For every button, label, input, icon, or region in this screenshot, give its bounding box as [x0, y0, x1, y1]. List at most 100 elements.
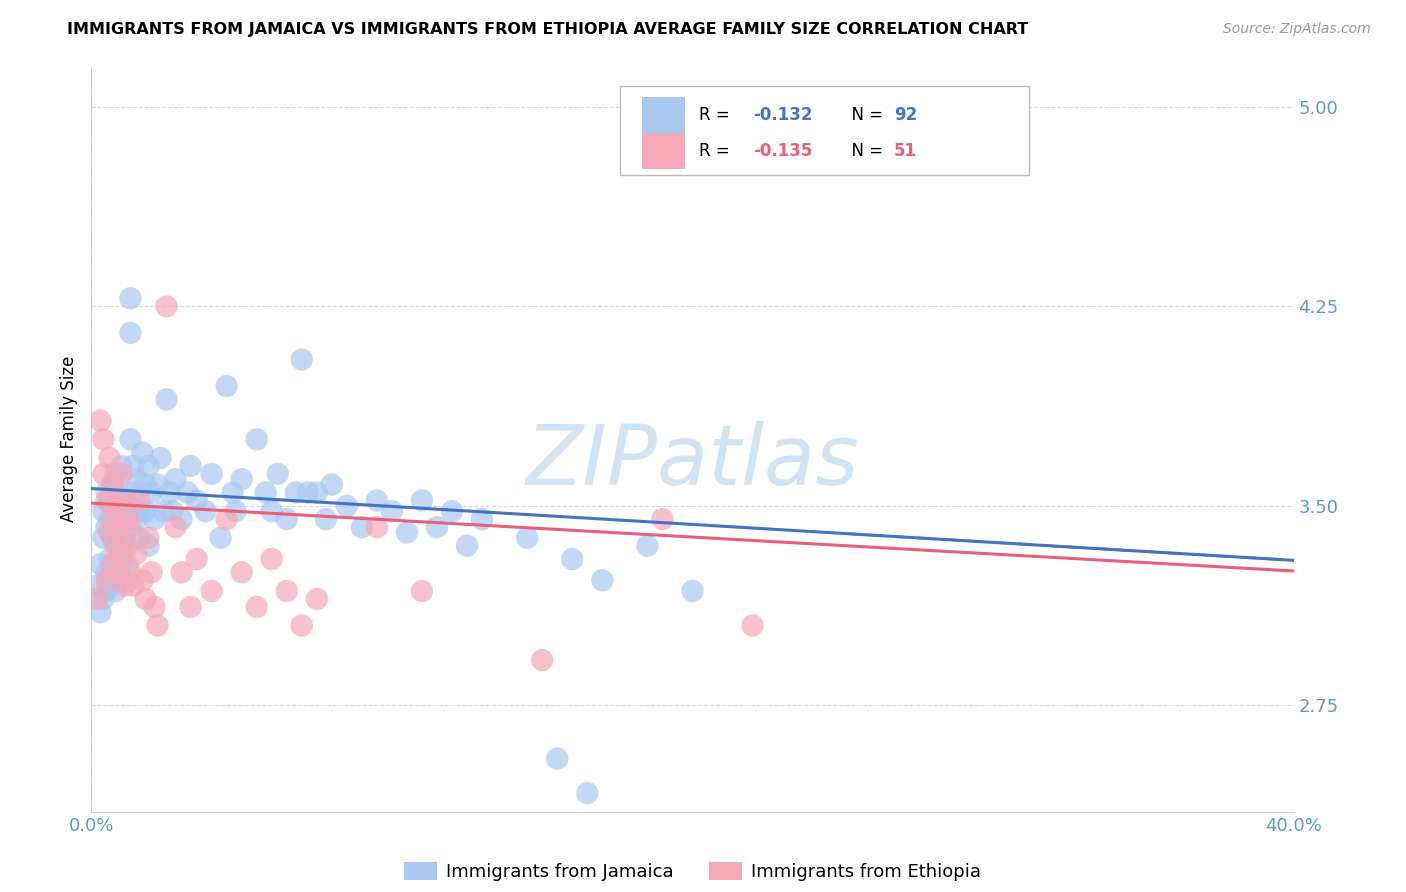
- Point: [267, 467, 290, 481]
- Point: [104, 467, 127, 481]
- Point: [155, 299, 177, 313]
- Text: IMMIGRANTS FROM JAMAICA VS IMMIGRANTS FROM ETHIOPIA AVERAGE FAMILY SIZE CORRELAT: IMMIGRANTS FROM JAMAICA VS IMMIGRANTS FR…: [67, 22, 1029, 37]
- Point: [101, 512, 124, 526]
- Point: [114, 579, 136, 593]
- Point: [122, 458, 145, 473]
- Point: [336, 499, 359, 513]
- Point: [215, 379, 238, 393]
- Point: [162, 504, 184, 518]
- Point: [93, 531, 115, 545]
- Point: [315, 512, 337, 526]
- Point: [276, 512, 298, 526]
- FancyBboxPatch shape: [643, 97, 685, 133]
- Point: [165, 472, 187, 486]
- Point: [681, 583, 703, 598]
- Point: [125, 512, 148, 526]
- Point: [276, 583, 298, 598]
- Point: [86, 579, 108, 593]
- Point: [231, 472, 253, 486]
- Point: [120, 566, 142, 580]
- Point: [107, 539, 129, 553]
- Point: [411, 493, 433, 508]
- Point: [134, 477, 156, 491]
- Point: [131, 445, 153, 459]
- Point: [93, 591, 115, 606]
- Point: [128, 504, 150, 518]
- FancyBboxPatch shape: [643, 133, 685, 169]
- Text: ZIPatlas: ZIPatlas: [526, 421, 859, 502]
- Point: [98, 450, 121, 465]
- Point: [122, 579, 145, 593]
- Point: [209, 531, 232, 545]
- Point: [321, 477, 343, 491]
- Point: [98, 552, 121, 566]
- Point: [636, 539, 658, 553]
- Point: [125, 472, 148, 486]
- Point: [141, 566, 163, 580]
- Point: [110, 552, 132, 566]
- Point: [114, 493, 136, 508]
- Point: [146, 477, 169, 491]
- Point: [350, 520, 373, 534]
- Point: [107, 485, 129, 500]
- Point: [186, 493, 208, 508]
- Point: [246, 599, 269, 614]
- Point: [98, 493, 121, 508]
- Point: [297, 485, 319, 500]
- Point: [110, 574, 132, 588]
- Point: [110, 547, 132, 561]
- Point: [125, 547, 148, 561]
- Point: [122, 485, 145, 500]
- Point: [180, 599, 202, 614]
- Point: [225, 504, 247, 518]
- Point: [110, 467, 132, 481]
- Point: [101, 558, 124, 572]
- Point: [104, 558, 127, 572]
- Point: [98, 512, 121, 526]
- Text: -0.132: -0.132: [754, 106, 813, 124]
- Point: [381, 504, 404, 518]
- Point: [516, 531, 538, 545]
- Point: [152, 504, 174, 518]
- Point: [180, 458, 202, 473]
- Point: [101, 477, 124, 491]
- Point: [96, 583, 118, 598]
- Point: [96, 566, 118, 580]
- Point: [395, 525, 418, 540]
- Point: [146, 618, 169, 632]
- Point: [186, 552, 208, 566]
- Point: [104, 499, 127, 513]
- Point: [440, 504, 463, 518]
- Point: [138, 539, 160, 553]
- Point: [176, 485, 198, 500]
- Point: [741, 618, 763, 632]
- Point: [117, 558, 139, 572]
- Point: [291, 352, 314, 367]
- Point: [170, 512, 193, 526]
- Text: R =: R =: [699, 106, 735, 124]
- Point: [96, 574, 118, 588]
- Text: N =: N =: [841, 106, 889, 124]
- Point: [128, 531, 150, 545]
- Point: [260, 552, 283, 566]
- Point: [366, 520, 388, 534]
- Point: [471, 512, 494, 526]
- Point: [221, 485, 243, 500]
- Point: [138, 531, 160, 545]
- Point: [215, 512, 238, 526]
- Point: [411, 583, 433, 598]
- Point: [104, 539, 127, 553]
- Point: [89, 414, 111, 428]
- Point: [89, 605, 111, 619]
- Point: [141, 485, 163, 500]
- FancyBboxPatch shape: [620, 86, 1029, 175]
- Point: [120, 520, 142, 534]
- Text: R =: R =: [699, 142, 735, 160]
- Text: -0.135: -0.135: [754, 142, 813, 160]
- Text: 51: 51: [894, 142, 917, 160]
- Point: [149, 450, 172, 465]
- Point: [131, 574, 153, 588]
- Point: [284, 485, 307, 500]
- Point: [576, 786, 599, 800]
- Point: [531, 653, 554, 667]
